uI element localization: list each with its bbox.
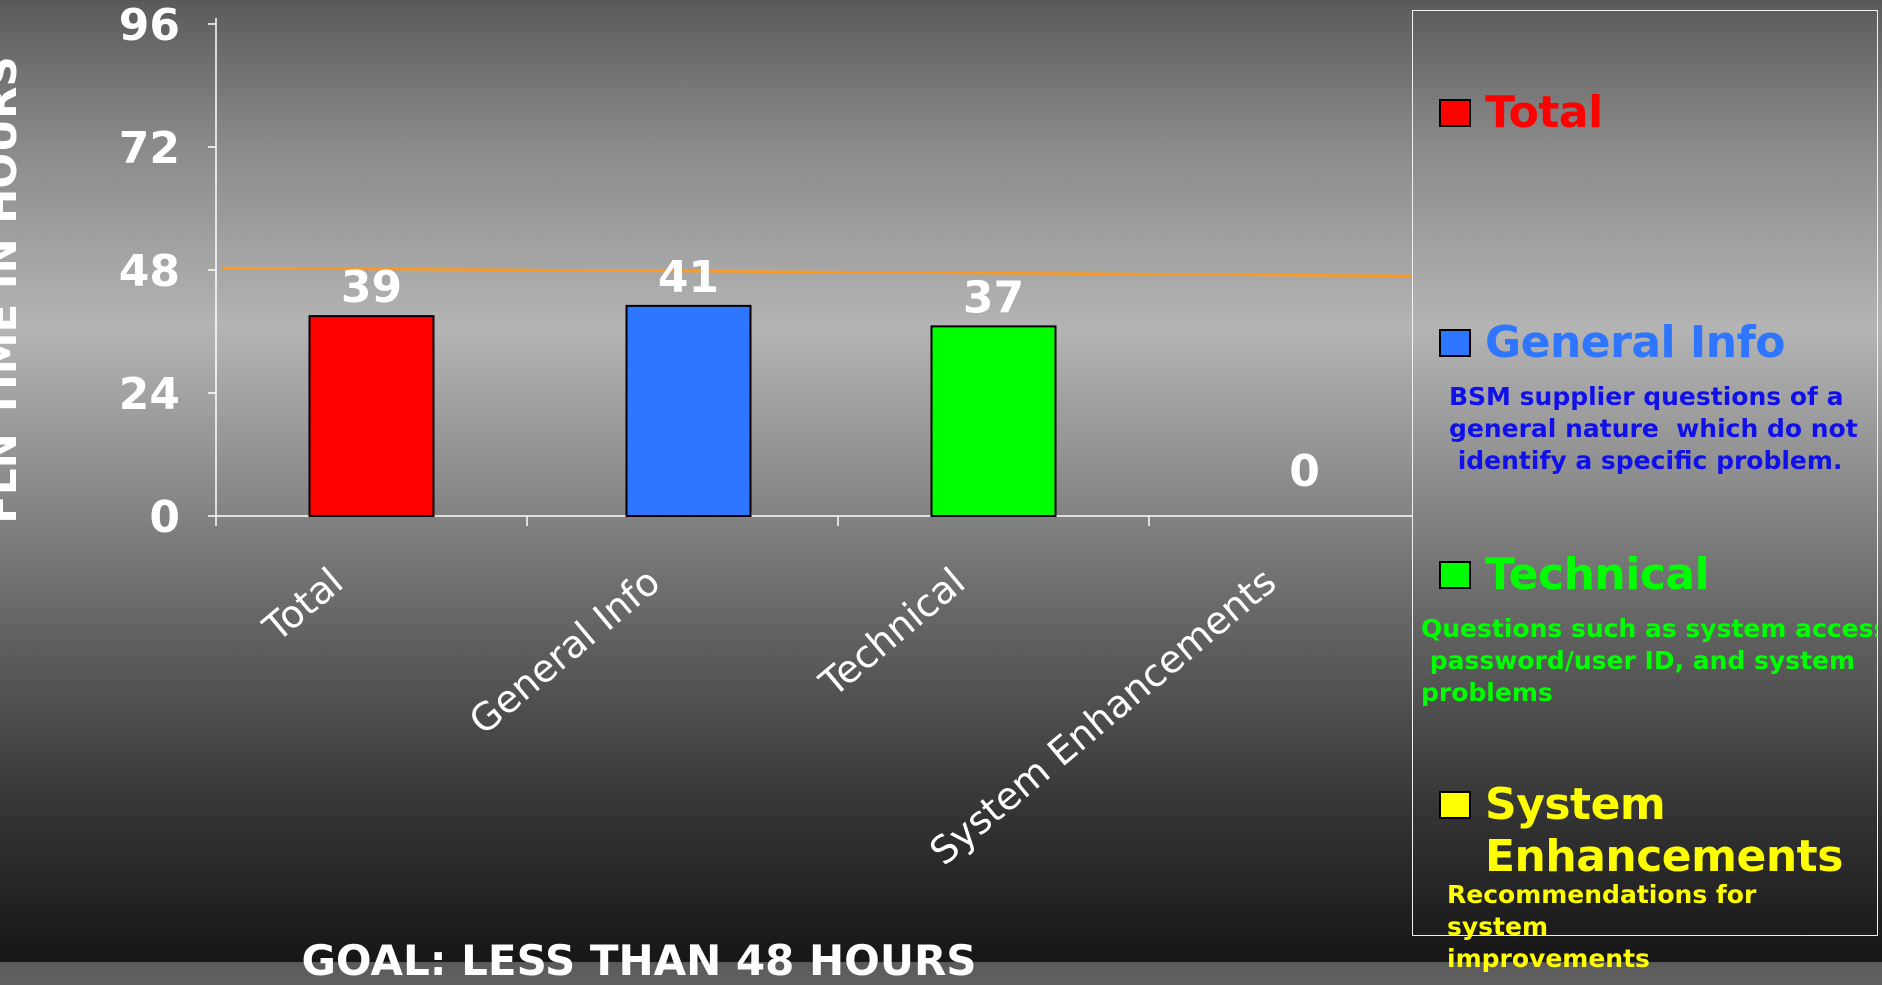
category-label: Total xyxy=(254,559,351,650)
legend-item-technical: Technical xyxy=(1439,549,1710,601)
value-label: 0 xyxy=(1289,446,1320,497)
value-label: 37 xyxy=(963,272,1024,323)
bar-chart: 0 24 48 72 96 39 Total 41 General Info 37 Technica… xyxy=(0,0,1412,873)
bar-technical xyxy=(930,325,1057,517)
y-tick-label: 72 xyxy=(119,123,180,174)
category-label: General Info xyxy=(461,559,668,743)
legend-swatch-technical xyxy=(1439,561,1471,589)
chart-bars xyxy=(308,304,1057,517)
value-label: 39 xyxy=(341,262,402,313)
legend-item-system-enhancements: System Enhancements xyxy=(1439,779,1843,883)
legend-label-technical: Technical xyxy=(1485,549,1710,600)
goal-caption-text: GOAL: LESS THAN 48 HOURS xyxy=(301,936,977,985)
bar-general-info xyxy=(625,304,752,517)
legend-item-total: Total xyxy=(1439,87,1603,139)
y-tick-label: 0 xyxy=(149,492,180,543)
legend: Total General Info BSM supplier question… xyxy=(1412,10,1878,973)
legend-label-system-enhancements: System Enhancements xyxy=(1485,779,1843,882)
legend-desc-general-info: BSM supplier questions of a general natu… xyxy=(1449,382,1858,475)
goal-line xyxy=(221,266,1412,278)
y-tick-label: 24 xyxy=(119,369,180,420)
legend-label-total: Total xyxy=(1485,87,1603,138)
category-label: Technical xyxy=(811,559,974,706)
legend-item-general-info: General Info xyxy=(1439,317,1785,369)
goal-caption: GOAL: LESS THAN 48 HOURS xyxy=(0,936,1882,985)
legend-desc-technical: Questions such as system access, passwor… xyxy=(1421,614,1877,707)
y-axis-title: FLN TIME IN HOURS xyxy=(0,56,26,524)
legend-swatch-system-enhancements xyxy=(1439,791,1471,819)
value-label: 41 xyxy=(658,252,719,303)
category-label: System Enhancements xyxy=(921,559,1284,873)
y-tick-label: 48 xyxy=(119,246,180,297)
legend-swatch-total xyxy=(1439,99,1471,127)
bar-total xyxy=(308,315,435,517)
y-tick-label: 96 xyxy=(119,0,180,51)
legend-swatch-general-info xyxy=(1439,329,1471,357)
legend-label-general-info: General Info xyxy=(1485,317,1785,368)
